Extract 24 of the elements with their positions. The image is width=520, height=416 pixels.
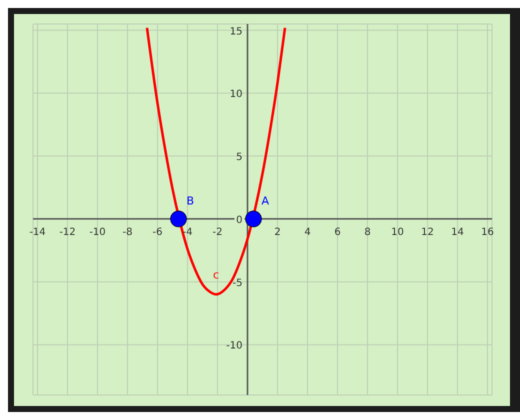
y-tick-label: 10 — [230, 89, 242, 100]
x-tick-label: 8 — [364, 226, 371, 238]
y-tick-label: 0 — [236, 214, 242, 226]
series-label: c — [212, 268, 220, 282]
y-tick-label: -10 — [226, 340, 242, 352]
x-tick-label: 4 — [304, 226, 311, 238]
line-series — [146, 26, 286, 296]
x-tick-label: 14 — [451, 226, 464, 238]
x-tick-label: -12 — [59, 226, 76, 238]
x-tick-label: -2 — [212, 226, 222, 238]
x-tick-label: -10 — [89, 226, 106, 238]
y-tick-label: 15 — [230, 26, 242, 38]
y-tick-label: -5 — [232, 278, 242, 289]
x-tick-label: 12 — [421, 226, 434, 238]
x-tick-label: -14 — [29, 226, 46, 238]
x-tick-label: -6 — [152, 226, 162, 238]
x-tick-label: 16 — [481, 226, 494, 238]
x-tick-label: 2 — [274, 226, 281, 238]
x-tick-label: -8 — [122, 226, 132, 238]
x-tick-label: 10 — [391, 226, 404, 238]
series-label: B — [186, 194, 194, 208]
x-tick-label: 6 — [334, 226, 341, 238]
series-label: A — [262, 194, 270, 208]
y-tick-label: 5 — [236, 152, 242, 164]
